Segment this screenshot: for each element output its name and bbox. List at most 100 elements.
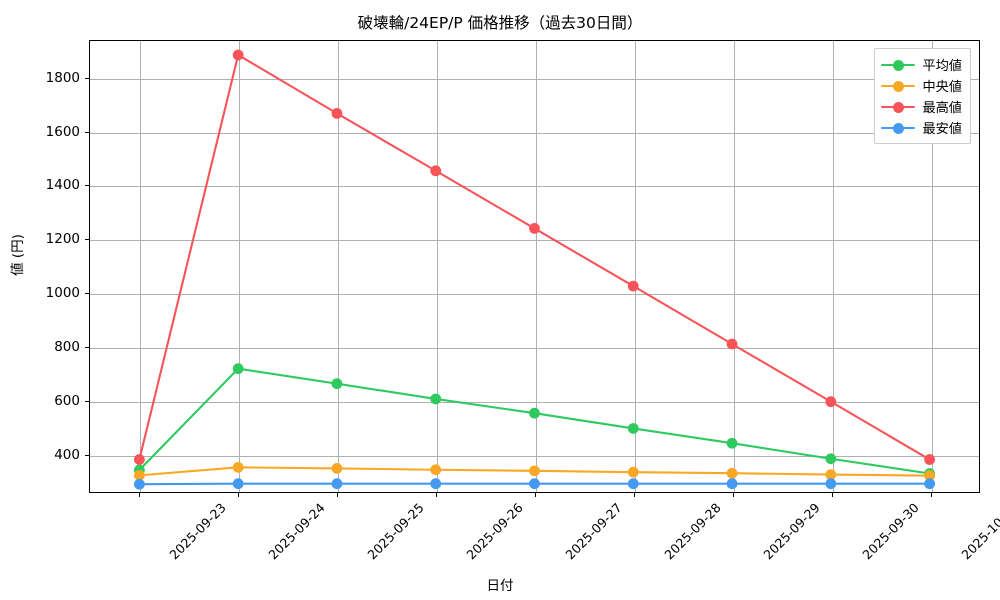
y-axis-tick-mark <box>85 293 89 295</box>
gridline-horizontal <box>90 132 979 134</box>
series-marker <box>825 453 837 465</box>
legend-item[interactable]: 最高値 <box>881 96 962 117</box>
y-axis-tick-label: 1600 <box>45 123 80 140</box>
series-marker <box>134 469 145 481</box>
y-axis-tick-label: 400 <box>54 446 80 463</box>
gridline-horizontal <box>90 78 979 80</box>
gridline-horizontal <box>90 401 979 403</box>
y-axis-tick-mark <box>85 454 89 456</box>
legend-swatch-icon <box>881 121 916 135</box>
gridline-horizontal <box>90 240 979 242</box>
series-marker <box>825 396 837 408</box>
y-axis-tick-label: 800 <box>54 339 80 356</box>
series-line <box>138 367 931 475</box>
x-axis-tick-mark <box>534 493 536 497</box>
series-marker <box>331 378 343 390</box>
series-marker <box>331 478 343 490</box>
legend-label: 平均値 <box>922 59 962 74</box>
series-marker <box>627 280 639 292</box>
x-axis-tick-mark <box>138 493 140 497</box>
series-marker <box>726 467 738 479</box>
series-marker <box>430 393 442 405</box>
x-axis-tick-label: 2025-09-28 <box>660 500 724 563</box>
series-marker <box>726 437 738 449</box>
y-axis-tick-mark <box>85 131 89 133</box>
x-axis-tick-label: 2025-09-24 <box>264 500 328 563</box>
series-marker <box>232 363 244 375</box>
legend-label: 最高値 <box>922 101 962 116</box>
gridline-vertical <box>139 41 141 492</box>
series-marker <box>627 478 639 490</box>
series-marker <box>134 478 145 490</box>
series-marker <box>232 478 244 490</box>
x-axis-tick-mark <box>237 493 239 497</box>
gridline-vertical <box>436 41 438 492</box>
gridline-horizontal <box>90 186 979 188</box>
gridline-vertical <box>931 41 933 492</box>
series-line <box>138 53 931 461</box>
y-axis-tick-mark <box>85 239 89 241</box>
x-axis-tick-label: 2025-09-26 <box>462 500 526 563</box>
gridline-horizontal <box>90 348 979 350</box>
series-marker <box>529 465 540 477</box>
gridline-vertical <box>634 41 636 492</box>
series-marker <box>529 407 540 419</box>
gridline-vertical <box>238 41 240 492</box>
legend-swatch-icon <box>881 79 916 93</box>
x-axis-tick-label: 2025-09-29 <box>759 500 823 563</box>
x-axis-tick-label: 2025-09-25 <box>363 500 427 563</box>
y-axis-tick-mark <box>85 77 89 79</box>
series-marker <box>331 463 343 474</box>
x-axis-title: 日付 <box>486 578 514 594</box>
legend-item[interactable]: 最安値 <box>881 117 962 138</box>
series-marker <box>825 478 837 490</box>
gridline-vertical <box>832 41 834 492</box>
gridline-vertical <box>733 41 735 492</box>
series-marker <box>825 469 837 480</box>
series-marker <box>627 466 639 478</box>
x-axis-tick-label: 2025-09-23 <box>165 500 229 563</box>
x-axis-tick-label: 2025-09-30 <box>858 500 922 563</box>
gridline-vertical <box>337 41 339 492</box>
legend-swatch-icon <box>881 100 916 114</box>
y-axis-tick-mark <box>85 347 89 349</box>
x-axis-tick-mark <box>732 493 734 497</box>
series-marker <box>627 423 639 434</box>
series-lines-and-markers <box>134 49 935 490</box>
y-axis-tick-label: 600 <box>54 392 80 409</box>
series-marker <box>924 454 935 465</box>
y-axis-tick-mark <box>85 185 89 187</box>
plot-area: 平均値中央値最高値最安値 <box>89 40 980 493</box>
y-axis-tick-label: 1400 <box>45 177 80 194</box>
series-marker <box>430 464 442 476</box>
y-axis-tick-label: 1200 <box>45 231 80 248</box>
x-axis-tick-label: 2025-10-01 <box>957 500 1000 563</box>
series-marker <box>331 108 343 119</box>
series-marker <box>232 49 244 61</box>
legend-item[interactable]: 中央値 <box>881 75 962 96</box>
x-axis-tick-mark <box>831 493 833 497</box>
series-marker <box>924 478 935 490</box>
legend-item[interactable]: 平均値 <box>881 54 962 75</box>
x-axis-tick-label: 2025-09-27 <box>561 500 625 563</box>
legend-swatch-icon <box>881 58 916 72</box>
legend-label: 中央値 <box>922 80 962 95</box>
chart-title: 破壊輪/24EP/P 価格推移（過去30日間） <box>357 14 643 32</box>
series-marker <box>726 338 738 350</box>
series-marker <box>924 470 935 482</box>
series-marker <box>232 461 244 473</box>
series-marker <box>430 478 442 490</box>
y-axis-tick-mark <box>85 400 89 402</box>
series-marker <box>726 478 738 490</box>
x-axis-tick-mark <box>336 493 338 497</box>
gridline-horizontal <box>90 294 979 296</box>
series-marker <box>134 454 145 465</box>
y-axis-tick-label: 1000 <box>45 285 80 302</box>
gridline-horizontal <box>90 455 979 457</box>
x-axis-tick-mark <box>633 493 635 497</box>
gridline-vertical <box>535 41 537 492</box>
series-marker <box>430 165 442 177</box>
series-marker <box>529 223 540 234</box>
legend-label: 最安値 <box>922 122 962 137</box>
